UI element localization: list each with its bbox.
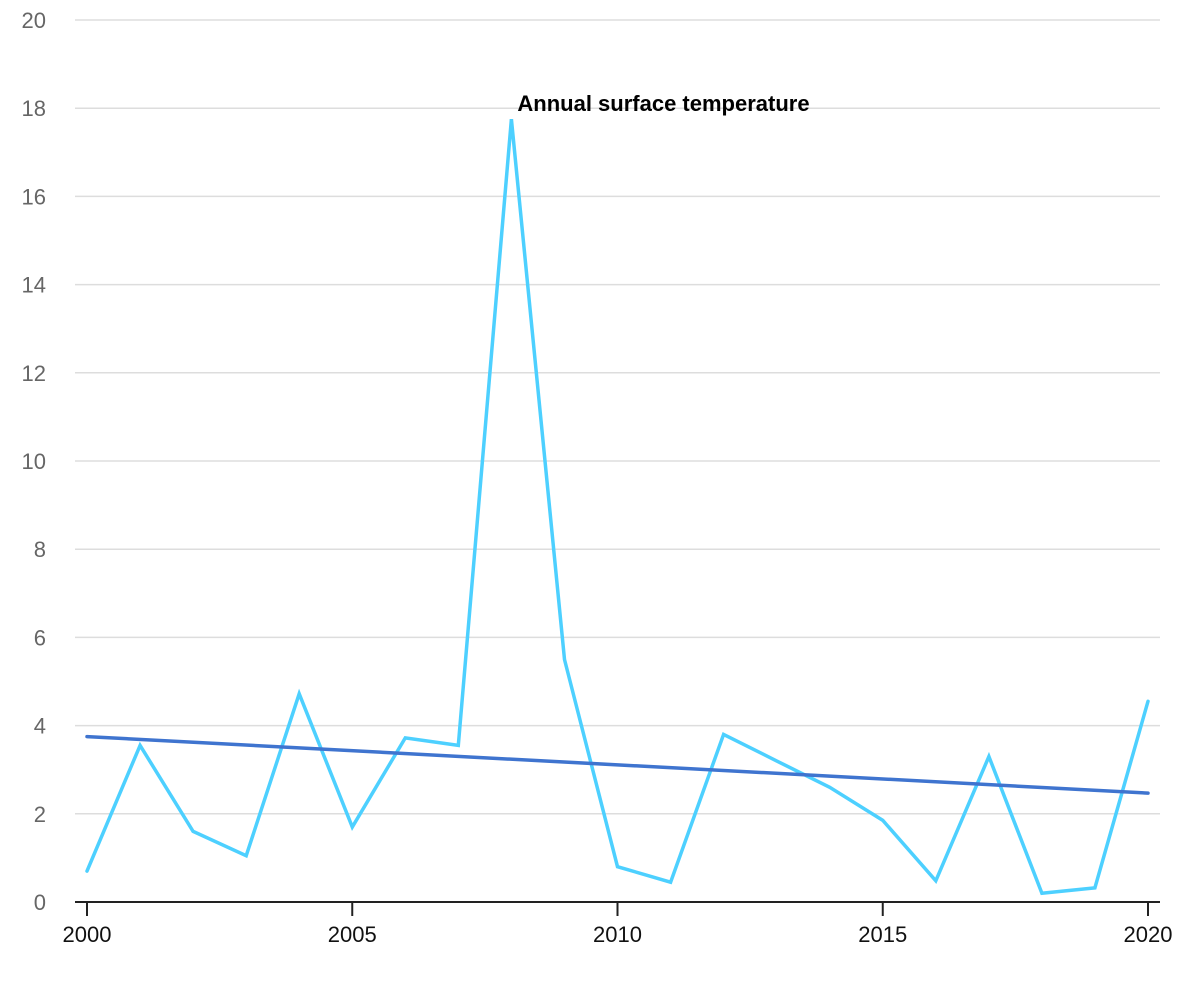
y-tick-label: 4 — [34, 714, 46, 739]
x-tick-label: 2010 — [593, 922, 642, 947]
y-tick-label: 8 — [34, 537, 46, 562]
gridlines — [75, 19, 1160, 815]
series-line-annual-surface-temperature — [85, 119, 1150, 896]
annotation-label: Annual surface temperature — [517, 91, 809, 116]
x-tick-label: 2020 — [1124, 922, 1173, 947]
x-axis-ticks: 2000 2005 2010 2015 2020 — [63, 902, 1173, 947]
y-tick-label: 0 — [34, 890, 46, 915]
x-tick-label: 2005 — [328, 922, 377, 947]
series-lines — [85, 119, 1150, 896]
y-tick-label: 10 — [22, 449, 46, 474]
y-tick-label: 20 — [22, 8, 46, 33]
x-tick-label: 2015 — [858, 922, 907, 947]
series-line-trend — [85, 734, 1150, 795]
y-tick-label: 6 — [34, 625, 46, 650]
y-axis-tick-labels: 0 2 4 6 8 10 12 14 16 18 20 — [22, 8, 46, 915]
annotations: Annual surface temperature — [517, 91, 809, 116]
x-tick-label: 2000 — [63, 922, 112, 947]
y-tick-label: 18 — [22, 96, 46, 121]
y-tick-label: 14 — [22, 273, 46, 298]
y-tick-label: 12 — [22, 361, 46, 386]
y-tick-label: 16 — [22, 184, 46, 209]
y-tick-label: 2 — [34, 802, 46, 827]
